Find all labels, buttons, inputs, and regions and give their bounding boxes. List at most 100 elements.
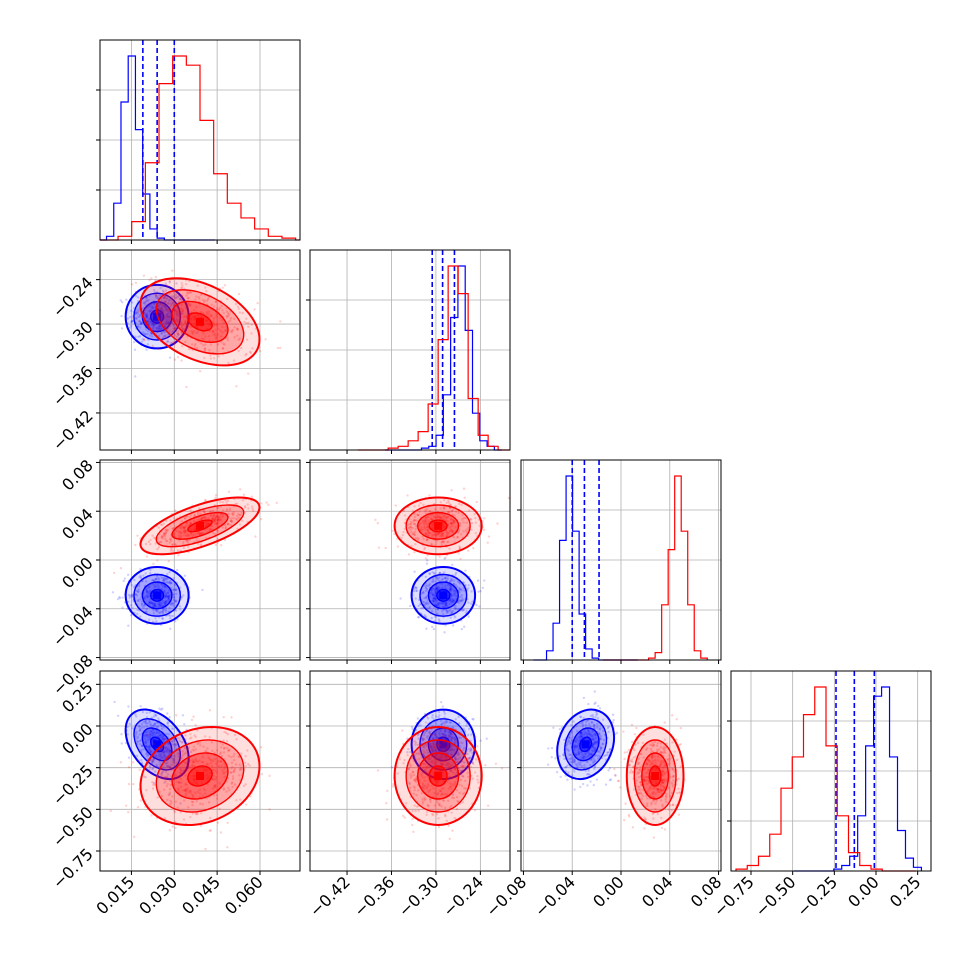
sample-point bbox=[152, 783, 155, 787]
sample-point bbox=[455, 795, 459, 799]
sample-point bbox=[237, 349, 240, 353]
sample-point bbox=[154, 714, 157, 718]
sample-point bbox=[244, 755, 247, 758]
sample-point bbox=[441, 578, 445, 581]
sample-point bbox=[143, 726, 146, 729]
sample-point bbox=[143, 332, 146, 336]
sample-point bbox=[131, 316, 135, 319]
sample-point bbox=[158, 307, 161, 310]
sample-point bbox=[157, 605, 161, 609]
sample-point bbox=[590, 721, 594, 725]
sample-point bbox=[222, 772, 225, 775]
sample-point bbox=[177, 755, 180, 758]
sample-point bbox=[449, 804, 453, 808]
sample-point bbox=[573, 757, 576, 760]
sample-point bbox=[450, 610, 453, 614]
sample-point bbox=[241, 519, 244, 523]
sample-point bbox=[230, 771, 233, 774]
sample-point bbox=[441, 705, 444, 708]
sample-point bbox=[448, 510, 451, 514]
sample-point bbox=[251, 507, 254, 511]
sample-point bbox=[574, 744, 577, 747]
sample-point bbox=[238, 311, 242, 314]
sample-point bbox=[212, 321, 215, 325]
sample-point bbox=[171, 341, 174, 344]
sample-point bbox=[407, 553, 411, 556]
sample-point bbox=[131, 761, 135, 764]
sample-point bbox=[424, 532, 427, 536]
sample-point bbox=[445, 720, 449, 723]
sample-point bbox=[146, 753, 150, 756]
sample-point bbox=[148, 711, 151, 714]
sample-point bbox=[161, 617, 164, 620]
sample-point bbox=[192, 315, 195, 319]
sample-point bbox=[126, 725, 129, 729]
sample-point bbox=[203, 510, 206, 514]
sample-point bbox=[166, 307, 170, 310]
sample-point bbox=[212, 520, 215, 523]
sample-point bbox=[245, 321, 248, 325]
sample-point bbox=[182, 769, 186, 772]
sample-point bbox=[144, 300, 147, 304]
sample-point bbox=[165, 296, 169, 299]
sample-point bbox=[447, 515, 450, 518]
sample-point bbox=[438, 804, 442, 807]
sample-point bbox=[211, 330, 214, 334]
sample-point bbox=[467, 775, 470, 779]
sample-point bbox=[422, 591, 425, 595]
sample-point bbox=[173, 341, 176, 344]
sample-point bbox=[179, 313, 183, 316]
sample-point bbox=[594, 733, 598, 737]
sample-point bbox=[187, 791, 190, 794]
sample-point bbox=[174, 600, 177, 603]
sample-point bbox=[403, 527, 406, 531]
sample-point bbox=[591, 735, 595, 738]
sample-point bbox=[182, 526, 186, 529]
sample-point bbox=[157, 731, 160, 734]
sample-point bbox=[411, 532, 414, 536]
sample-point bbox=[148, 735, 151, 739]
sample-point bbox=[140, 744, 144, 748]
sample-point bbox=[211, 516, 214, 519]
sample-point bbox=[590, 752, 593, 756]
sample-point bbox=[592, 767, 596, 771]
sample-point bbox=[189, 522, 193, 525]
sample-point bbox=[566, 740, 570, 744]
sample-point bbox=[227, 313, 231, 316]
sample-point bbox=[139, 799, 143, 802]
sample-point bbox=[201, 761, 205, 764]
sample-point bbox=[136, 310, 140, 314]
sample-point bbox=[595, 778, 599, 781]
sample-point bbox=[148, 304, 152, 307]
sample-point bbox=[148, 750, 152, 753]
sample-point bbox=[167, 311, 171, 314]
sample-point bbox=[148, 730, 151, 733]
sample-point bbox=[575, 737, 578, 740]
sample-point bbox=[159, 755, 162, 758]
sample-point bbox=[184, 315, 187, 318]
sample-point bbox=[437, 514, 440, 517]
sample-point bbox=[162, 579, 165, 582]
sample-point bbox=[158, 611, 162, 615]
sample-point bbox=[405, 802, 408, 805]
sample-point bbox=[151, 759, 154, 762]
sample-point bbox=[194, 748, 198, 751]
sample-point bbox=[390, 766, 394, 769]
sample-point bbox=[408, 781, 411, 784]
sample-point bbox=[445, 762, 449, 765]
sample-point bbox=[164, 335, 167, 339]
sample-point bbox=[173, 809, 176, 813]
sample-point bbox=[469, 765, 472, 768]
sample-point bbox=[447, 787, 451, 790]
sample-point bbox=[170, 547, 173, 551]
sample-point bbox=[162, 754, 166, 757]
sample-point bbox=[443, 757, 447, 761]
sample-point bbox=[443, 557, 446, 560]
sample-point bbox=[120, 742, 123, 745]
sample-point bbox=[198, 507, 201, 510]
sample-point bbox=[573, 746, 576, 749]
sample-point bbox=[432, 522, 435, 525]
sample-point bbox=[175, 335, 179, 338]
sample-point bbox=[235, 799, 238, 802]
sample-point bbox=[225, 740, 229, 743]
